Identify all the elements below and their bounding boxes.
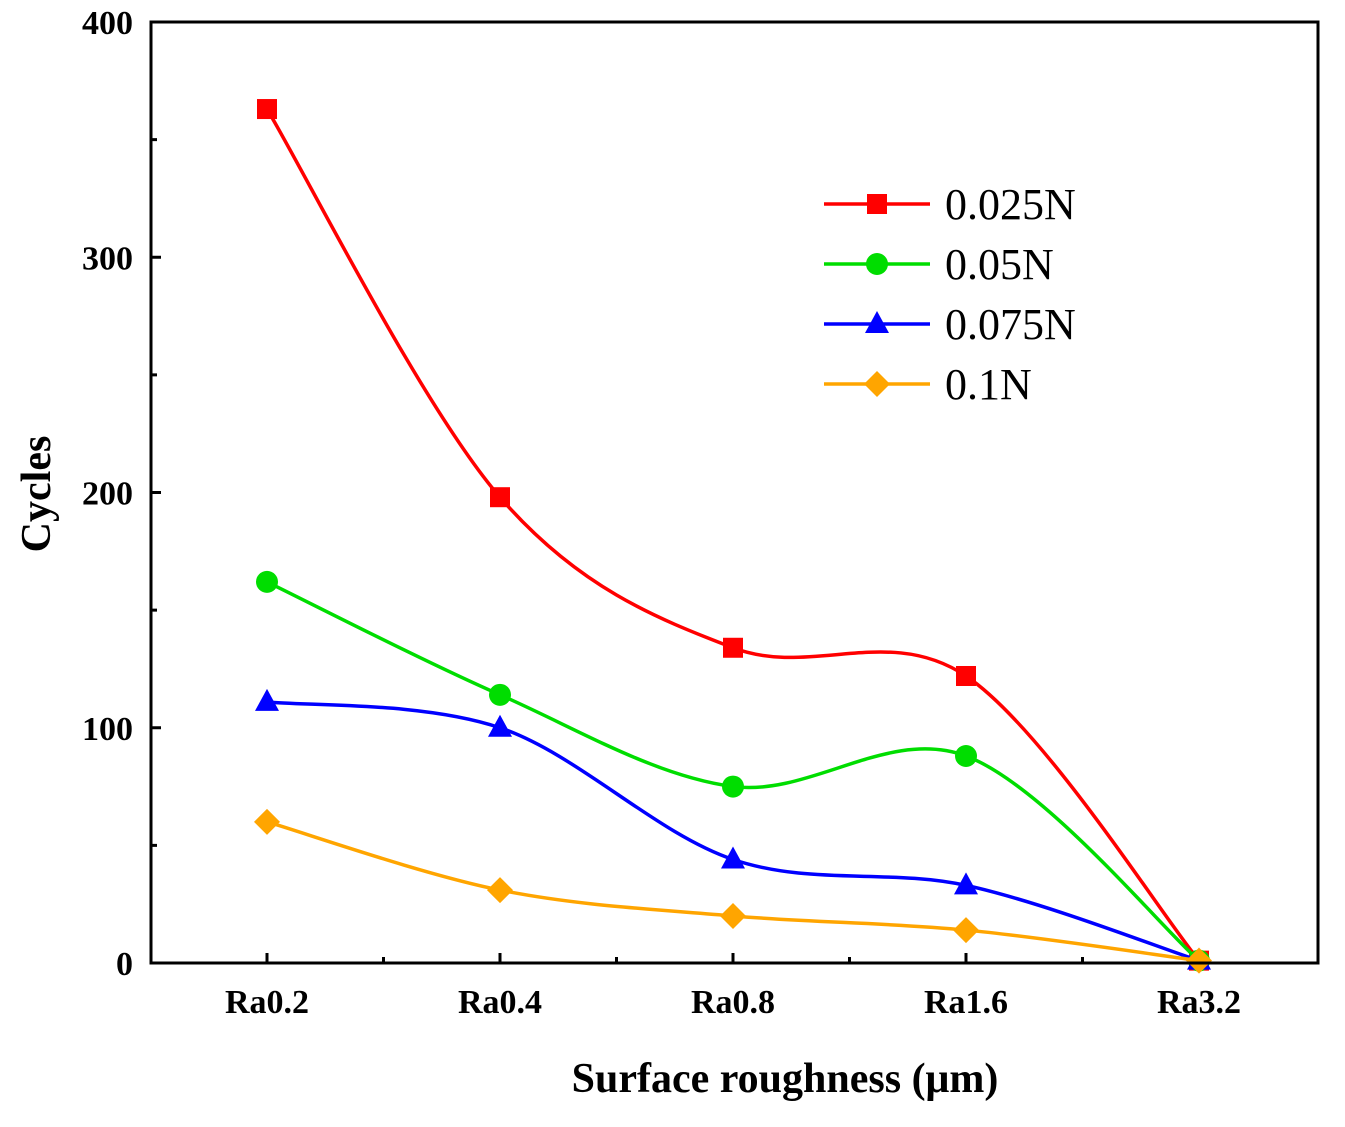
series-line	[266, 820, 1200, 963]
data-point	[723, 637, 743, 658]
y-axis-title: Cycles	[14, 436, 60, 553]
legend-marker	[867, 194, 887, 214]
legend-item: 0.025N	[824, 180, 1076, 229]
y-axis-ticks: 0 100 200 300 400	[82, 5, 161, 983]
legend-marker	[865, 311, 889, 333]
data-point	[721, 846, 745, 869]
data-point	[256, 570, 278, 593]
data-point	[490, 487, 510, 508]
y-tick-label: 0	[116, 946, 133, 983]
plot-frame	[149, 20, 1320, 965]
y-tick-label: 200	[82, 476, 133, 513]
series-line	[265, 108, 1201, 962]
legend-marker	[864, 371, 890, 397]
series-0.05N	[256, 570, 1210, 972]
x-tick-label: Ra1.6	[924, 984, 1008, 1021]
series-0.025N	[257, 99, 1209, 971]
data-point	[1186, 947, 1212, 974]
x-axis-title: Surface roughness (μm)	[572, 1056, 999, 1102]
legend-item: 0.075N	[824, 300, 1076, 349]
data-point	[954, 872, 978, 895]
x-axis-ticks: Ra0.2 Ra0.4 Ra0.8 Ra1.6 Ra3.2	[225, 953, 1241, 1021]
data-point	[254, 808, 280, 835]
data-point	[487, 877, 513, 904]
data-point	[722, 775, 744, 798]
y-tick-label: 400	[82, 5, 133, 42]
x-tick-label: Ra0.2	[225, 984, 309, 1021]
data-point	[720, 902, 746, 929]
y-tick-label: 100	[82, 711, 133, 748]
data-point	[257, 99, 277, 120]
legend-item: 0.05N	[824, 240, 1054, 289]
data-point	[488, 714, 512, 737]
series-layer	[254, 99, 1212, 974]
legend-label: 0.075N	[945, 300, 1076, 349]
legend-item: 0.1N	[824, 360, 1032, 409]
x-tick-label: Ra3.2	[1157, 984, 1241, 1021]
data-point	[953, 917, 979, 944]
legend-label: 0.1N	[945, 360, 1032, 409]
x-tick-label: Ra0.8	[691, 984, 775, 1021]
data-point	[956, 665, 976, 686]
data-point	[489, 683, 511, 706]
y-tick-label: 300	[82, 240, 133, 277]
x-tick-label: Ra0.4	[458, 984, 542, 1021]
legend: 0.025N 0.05N 0.075N 0.1N	[824, 180, 1076, 409]
legend-marker	[866, 253, 888, 275]
series-0.1N	[254, 808, 1212, 974]
legend-label: 0.025N	[945, 180, 1076, 229]
legend-label: 0.05N	[945, 240, 1054, 289]
data-point	[955, 744, 977, 767]
data-point	[255, 688, 279, 711]
